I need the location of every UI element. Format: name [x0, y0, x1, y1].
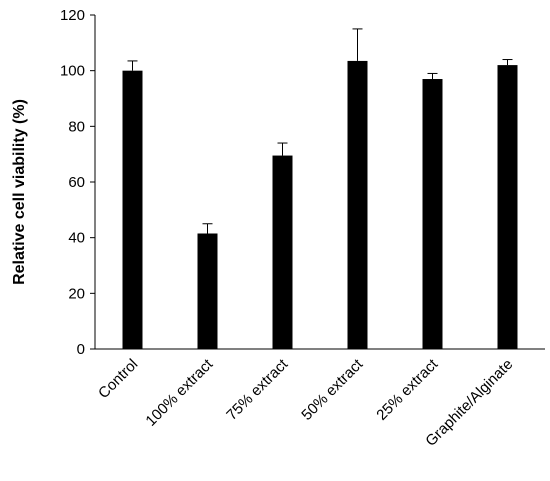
x-tick-label: 50% extract — [298, 355, 367, 424]
x-tick-label: 25% extract — [373, 355, 442, 424]
y-tick-label: 60 — [68, 174, 85, 191]
y-tick-label: 40 — [68, 230, 85, 247]
x-tick-label: 100% extract — [142, 355, 217, 430]
bar — [497, 65, 518, 349]
bar — [122, 70, 143, 350]
bar — [422, 79, 443, 350]
y-axis-label: Relative cell viability (%) — [11, 99, 28, 285]
y-axis-ticks: 0 20 40 60 80 100 120 — [60, 7, 95, 358]
error-bars — [127, 28, 513, 234]
y-tick-label: 100 — [60, 63, 85, 80]
x-tick-label: Control — [95, 356, 141, 402]
bar — [272, 155, 293, 349]
y-tick-label: 120 — [60, 7, 85, 24]
bar — [197, 233, 218, 349]
y-tick-label: 0 — [77, 341, 85, 358]
y-tick-label: 80 — [68, 118, 85, 135]
y-tick-label: 20 — [68, 285, 85, 302]
bar — [347, 60, 368, 350]
x-tick-label: 75% extract — [223, 355, 292, 424]
x-axis-tick-labels: Control 100% extract 75% extract 50% extrac… — [95, 355, 516, 450]
bars — [122, 60, 518, 350]
